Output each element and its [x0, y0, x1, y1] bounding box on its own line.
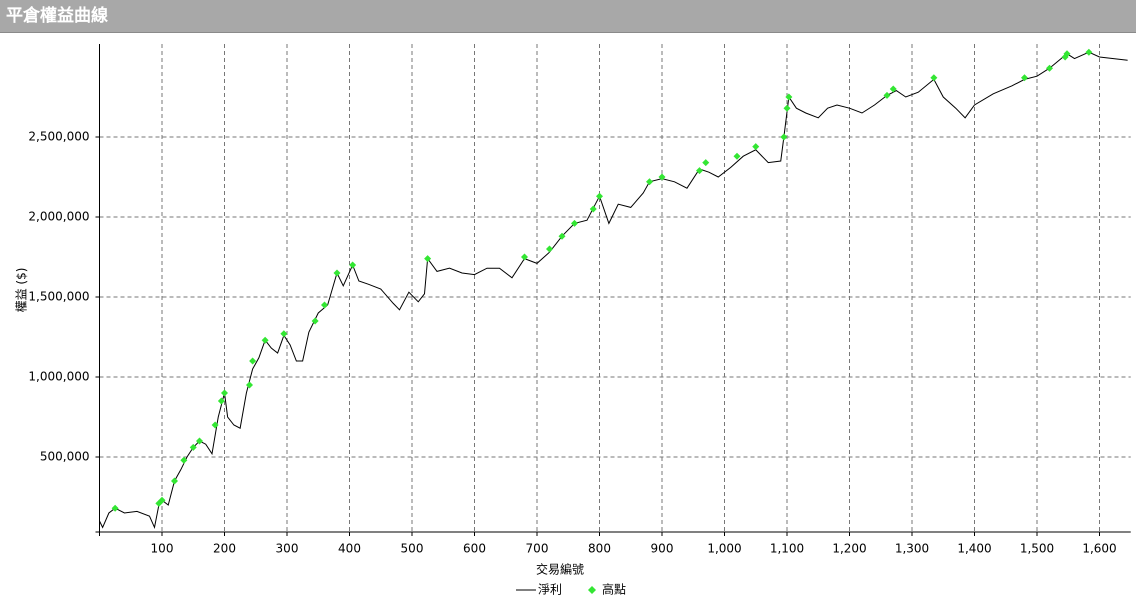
high-point	[589, 205, 597, 213]
high-point	[221, 389, 228, 397]
high-point	[424, 255, 432, 263]
high-point	[217, 397, 225, 405]
legend-label: 高點	[602, 582, 626, 597]
x-tick-label: 1,600	[1082, 542, 1116, 556]
high-point	[785, 93, 793, 101]
high-point	[571, 219, 578, 227]
x-tick-label: 900	[651, 542, 674, 556]
high-point	[321, 301, 328, 309]
high-point	[930, 74, 938, 82]
legend-label: 淨利	[538, 583, 562, 597]
y-axis-label: 權益 ($)	[15, 268, 29, 313]
high-point	[733, 152, 741, 160]
high-point	[696, 167, 703, 175]
x-tick-label: 1,100	[770, 542, 804, 556]
legend-marker	[588, 586, 596, 594]
high-point	[246, 381, 253, 389]
high-point	[1046, 64, 1053, 72]
high-point	[658, 173, 666, 181]
high-point	[349, 261, 357, 269]
high-point	[702, 159, 710, 167]
high-point	[1021, 74, 1028, 82]
high-point	[111, 504, 119, 512]
x-tick-label: 600	[463, 542, 486, 556]
high-point	[558, 232, 566, 240]
x-tick-label: 200	[213, 542, 236, 556]
high-point	[249, 357, 257, 365]
high-point	[1085, 48, 1093, 56]
x-tick-label: 100	[151, 542, 174, 556]
high-point	[521, 253, 528, 261]
y-tick-label: 1,500,000	[28, 290, 89, 304]
high-point	[171, 477, 178, 485]
x-axis-label: 交易編號	[536, 562, 584, 577]
high-point	[889, 85, 897, 93]
high-point	[783, 104, 791, 112]
panel-title: 平倉權益曲線	[0, 0, 1136, 33]
x-tick-label: 400	[338, 542, 361, 556]
x-tick-label: 1,500	[1020, 542, 1054, 556]
high-point	[280, 330, 288, 338]
high-point	[780, 133, 788, 141]
x-tick-label: 1,300	[895, 542, 929, 556]
high-point	[752, 143, 760, 151]
high-point	[1063, 50, 1071, 58]
high-point	[546, 245, 553, 253]
y-tick-label: 2,000,000	[28, 210, 89, 224]
x-tick-label: 1,000	[707, 542, 741, 556]
y-tick-label: 2,500,000	[28, 130, 89, 144]
x-tick-label: 1,400	[957, 542, 991, 556]
equity-line	[99, 51, 1128, 530]
high-point	[883, 91, 891, 99]
x-tick-label: 1,200	[832, 542, 866, 556]
high-point	[261, 336, 269, 344]
high-point	[196, 437, 203, 445]
high-point	[211, 421, 219, 429]
x-tick-label: 500	[401, 542, 424, 556]
high-point	[189, 443, 197, 451]
y-tick-label: 1,000,000	[28, 370, 89, 384]
high-point	[311, 317, 319, 325]
high-point	[596, 192, 603, 200]
high-point	[646, 178, 653, 186]
x-tick-label: 700	[526, 542, 549, 556]
y-tick-label: 500,000	[40, 450, 90, 464]
high-point	[180, 456, 188, 464]
high-point	[333, 269, 341, 277]
high-point	[158, 496, 166, 504]
x-tick-label: 800	[588, 542, 611, 556]
x-tick-label: 300	[276, 542, 299, 556]
